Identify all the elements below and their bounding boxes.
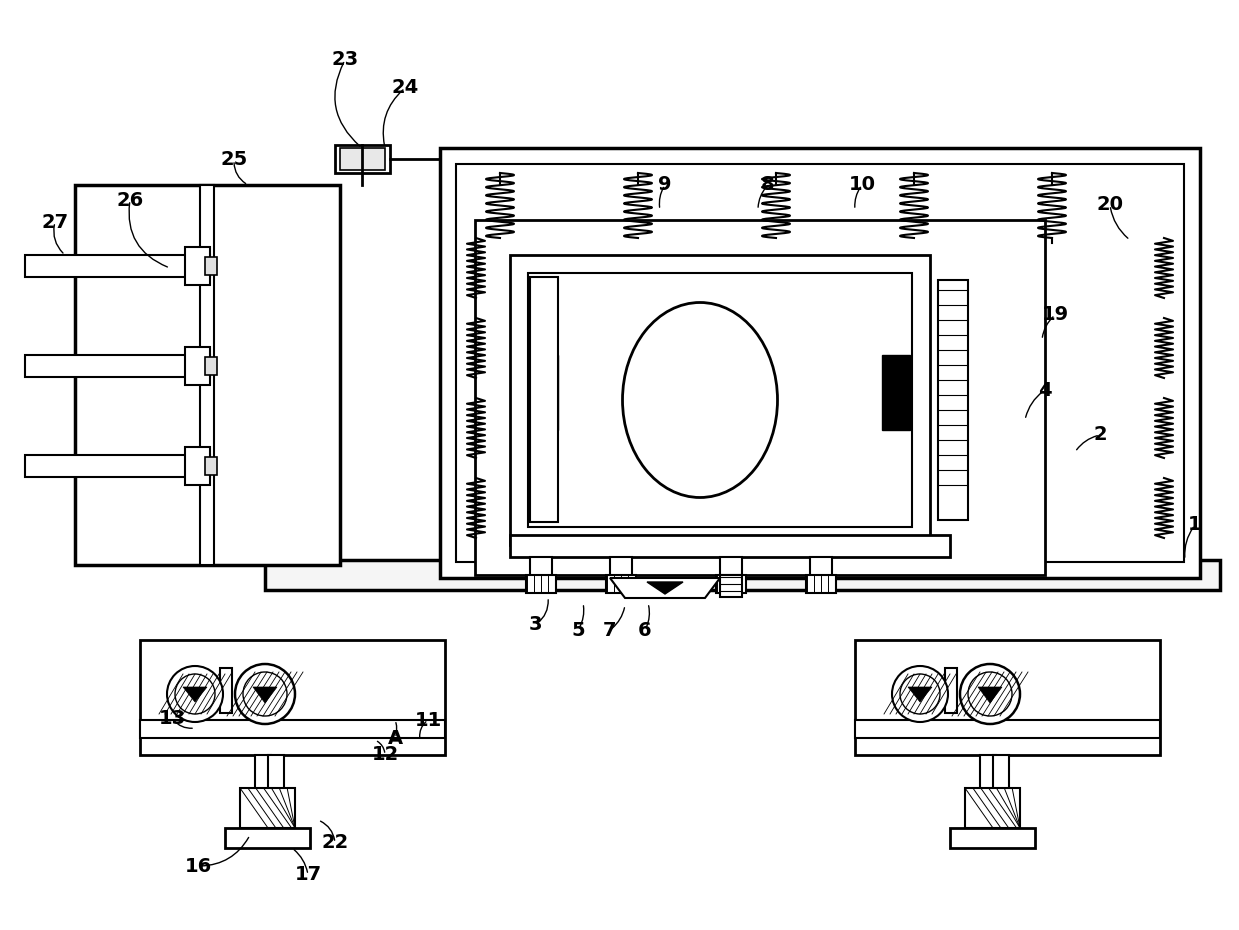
Circle shape	[960, 664, 1020, 724]
Bar	[440, 148, 1201, 578]
Text: 17: 17	[295, 866, 322, 884]
Text: 3: 3	[528, 616, 541, 634]
Bar	[25, 255, 209, 277]
Bar	[855, 640, 1160, 755]
Bar	[185, 247, 209, 285]
Text: 10: 10	[849, 176, 876, 194]
Bar	[945, 668, 957, 713]
Circle shape	[235, 664, 295, 724]
Bar	[938, 280, 968, 520]
Text: 25: 25	[221, 151, 248, 169]
Polygon shape	[647, 582, 683, 594]
Bar	[720, 575, 742, 597]
Bar	[240, 788, 295, 828]
Bar	[204, 357, 217, 375]
Polygon shape	[610, 578, 720, 598]
Bar	[204, 257, 217, 275]
Bar	[980, 755, 996, 790]
Bar	[950, 828, 1035, 848]
Text: 23: 23	[332, 50, 358, 70]
Text: 27: 27	[41, 212, 68, 232]
Text: 20: 20	[1097, 195, 1124, 215]
Circle shape	[892, 666, 948, 722]
Bar	[255, 755, 271, 790]
Text: 2: 2	[1093, 426, 1106, 445]
Bar	[992, 755, 1009, 790]
Circle shape	[243, 672, 287, 716]
Bar	[25, 355, 209, 377]
Ellipse shape	[622, 302, 778, 498]
Bar	[335, 145, 390, 173]
Circle shape	[900, 674, 940, 714]
Text: 22: 22	[321, 833, 348, 853]
Text: 16: 16	[185, 857, 212, 875]
Bar	[810, 557, 833, 579]
Text: 19: 19	[1042, 305, 1068, 325]
Polygon shape	[908, 687, 932, 702]
Bar	[720, 557, 742, 579]
Bar	[185, 447, 209, 485]
Text: 5: 5	[571, 620, 585, 640]
Bar	[265, 560, 1220, 590]
Text: 26: 26	[116, 191, 144, 209]
Bar	[965, 788, 1020, 828]
Text: 4: 4	[1038, 380, 1052, 400]
Text: 6: 6	[638, 620, 652, 640]
Text: 7: 7	[603, 620, 617, 640]
Text: 8: 8	[761, 176, 774, 194]
Bar	[855, 720, 1160, 738]
Bar	[530, 277, 558, 522]
Polygon shape	[183, 687, 207, 702]
Polygon shape	[978, 687, 1002, 703]
Bar	[530, 355, 558, 430]
Bar	[339, 148, 385, 170]
Text: 1: 1	[1188, 515, 1202, 535]
Bar	[76, 185, 339, 565]
Polygon shape	[253, 687, 278, 703]
Bar	[610, 557, 632, 579]
Bar	[185, 347, 209, 385]
Circle shape	[167, 666, 223, 722]
Text: 9: 9	[658, 176, 672, 194]
Text: 12: 12	[372, 746, 399, 764]
Bar	[528, 273, 912, 527]
Bar	[221, 668, 232, 713]
Text: 11: 11	[414, 711, 441, 729]
Bar	[140, 720, 445, 738]
Bar	[716, 575, 746, 593]
Bar	[25, 455, 209, 477]
Circle shape	[175, 674, 216, 714]
Text: A: A	[388, 728, 403, 748]
Text: 13: 13	[159, 709, 186, 727]
Bar	[225, 828, 310, 848]
Bar	[456, 164, 1184, 562]
Bar	[530, 557, 553, 579]
Bar	[527, 575, 556, 593]
Bar	[475, 220, 1044, 575]
Bar	[140, 640, 445, 755]
Bar	[606, 575, 636, 593]
Bar	[510, 255, 930, 545]
Circle shape	[968, 672, 1012, 716]
Bar	[268, 755, 284, 790]
Text: 24: 24	[392, 78, 419, 98]
Bar	[510, 535, 950, 557]
Bar	[199, 185, 214, 565]
Bar	[204, 457, 217, 475]
Bar	[882, 355, 909, 430]
Bar	[807, 575, 836, 593]
